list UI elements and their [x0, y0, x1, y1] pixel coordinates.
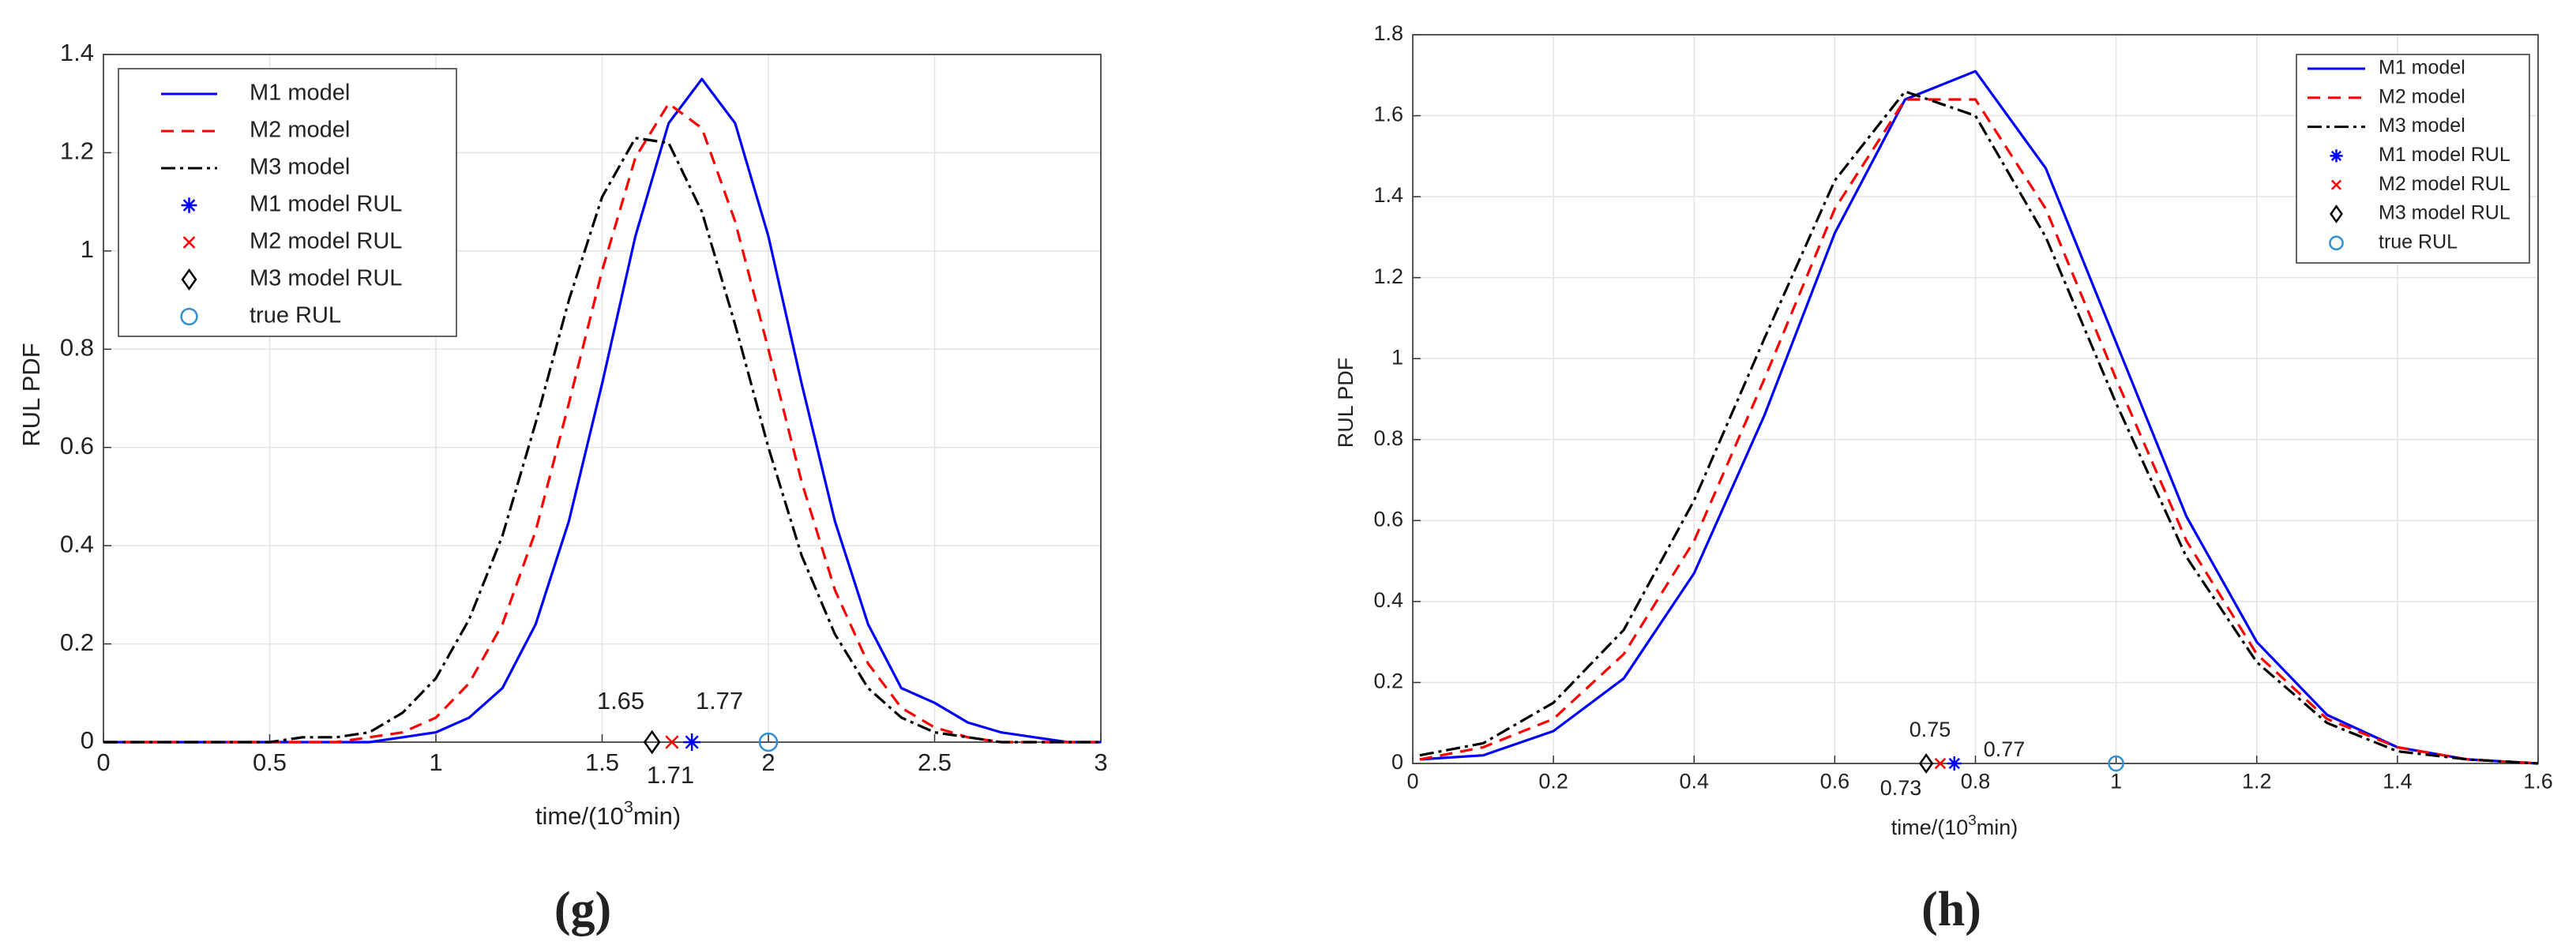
- legend-label: true RUL: [250, 303, 341, 328]
- legend-label: M2 model: [2379, 85, 2465, 107]
- x-tick-label: 0.5: [253, 748, 287, 776]
- y-tick-label: 0: [1391, 750, 1403, 774]
- marker: [758, 732, 779, 752]
- x-tick-label: 3: [1094, 748, 1107, 776]
- y-tick-label: 0.4: [1373, 588, 1403, 612]
- x-tick-label: 1: [429, 748, 442, 776]
- legend-marker: [2330, 149, 2343, 163]
- legend-label: M2 model RUL: [250, 229, 402, 254]
- legend-marker: [2330, 204, 2343, 223]
- x-axis-label-part: time/(10: [1891, 816, 1969, 839]
- legend-label: M3 model: [250, 155, 350, 180]
- y-tick-label: 0.6: [1373, 507, 1403, 531]
- legend-marker: [182, 236, 196, 249]
- legend-label: M1 model RUL: [2379, 144, 2510, 166]
- legend-marker: [2329, 235, 2344, 251]
- legend-marker: [180, 307, 198, 326]
- x-axis-label-part: 3: [624, 797, 633, 816]
- axes-box: [1412, 34, 2539, 764]
- x-axis-label-part: time/(10: [535, 802, 624, 830]
- marker: [1918, 753, 1934, 774]
- series-line: [1419, 69, 2539, 765]
- legend-label: true RUL: [2379, 231, 2458, 253]
- legend-marker: [181, 268, 197, 291]
- y-tick-label: 0.8: [1373, 426, 1403, 450]
- y-axis-label: RUL PDF: [1334, 358, 1357, 448]
- marker: [1947, 756, 1962, 771]
- annotation: 1.77: [696, 687, 743, 715]
- x-axis-label-part: min): [633, 802, 681, 830]
- x-axis-label-part: min): [1977, 816, 2018, 839]
- x-axis-label-part: 3: [1968, 812, 1977, 829]
- x-tick-label: 0.8: [1961, 769, 1991, 793]
- annotation: 0.77: [1984, 737, 2026, 761]
- legend-label: M3 model RUL: [2379, 202, 2510, 224]
- y-tick-label: 0.2: [60, 628, 94, 656]
- series-line: [1419, 90, 2539, 765]
- legend-box: [118, 68, 457, 337]
- x-tick-label: 0: [1406, 769, 1418, 793]
- legend-label: M1 model RUL: [250, 192, 402, 217]
- y-tick-label: 0.4: [60, 530, 94, 557]
- legend-label: M3 model RUL: [250, 266, 402, 291]
- x-tick-label: 2: [761, 748, 775, 776]
- y-tick-label: 1.6: [1373, 103, 1403, 126]
- annotation: 1.65: [597, 687, 644, 715]
- x-tick-label: 1.2: [2242, 769, 2272, 793]
- x-tick-label: 1.5: [585, 748, 619, 776]
- y-tick-label: 0.8: [60, 333, 94, 361]
- annotation: 0.73: [1880, 776, 1922, 800]
- y-tick-label: 0.2: [1373, 670, 1403, 693]
- x-tick-label: 0.2: [1538, 769, 1568, 793]
- x-tick-label: 1.6: [2523, 769, 2553, 793]
- panel-label: (h): [1921, 883, 1981, 936]
- marker: [683, 733, 701, 751]
- legend-box: [2296, 54, 2530, 264]
- series-line: [1419, 98, 2539, 765]
- y-tick-label: 1.2: [60, 137, 94, 165]
- y-tick-label: 1.2: [1373, 264, 1403, 288]
- legend-marker: [2330, 179, 2342, 190]
- x-tick-label: 0.6: [1820, 769, 1850, 793]
- legend-label: M3 model: [2379, 114, 2465, 137]
- panel-label: (g): [554, 883, 611, 936]
- y-tick-label: 1.8: [1373, 21, 1403, 45]
- legend-label: M1 model: [2379, 57, 2465, 79]
- legend-label: M2 model: [250, 118, 350, 143]
- legend-label: M1 model: [250, 81, 350, 106]
- x-axis-label: time/(103min): [1891, 812, 2018, 840]
- marker: [2108, 755, 2124, 772]
- legend-label: M2 model RUL: [2379, 173, 2510, 195]
- x-tick-label: 2.5: [918, 748, 952, 776]
- x-axis-label: time/(103min): [535, 797, 681, 830]
- marker: [643, 730, 661, 755]
- axes-box: [103, 54, 1102, 743]
- x-tick-label: 1.4: [2383, 769, 2413, 793]
- marker: [665, 735, 679, 749]
- y-tick-label: 1: [1391, 345, 1403, 369]
- y-tick-label: 1.4: [1373, 183, 1403, 207]
- marker: [1934, 757, 1947, 770]
- annotation: 0.75: [1909, 718, 1951, 741]
- legend-marker: [181, 197, 197, 213]
- x-tick-label: 0: [96, 748, 110, 776]
- annotation: 1.71: [647, 761, 694, 789]
- x-tick-label: 1: [2110, 769, 2122, 793]
- y-tick-label: 0: [81, 726, 94, 754]
- y-tick-label: 0.6: [60, 432, 94, 459]
- y-tick-label: 1.4: [60, 39, 94, 66]
- x-tick-label: 0.4: [1679, 769, 1709, 793]
- y-tick-label: 1: [81, 235, 94, 263]
- series-line: [103, 137, 1101, 744]
- y-axis-label: RUL PDF: [17, 343, 45, 446]
